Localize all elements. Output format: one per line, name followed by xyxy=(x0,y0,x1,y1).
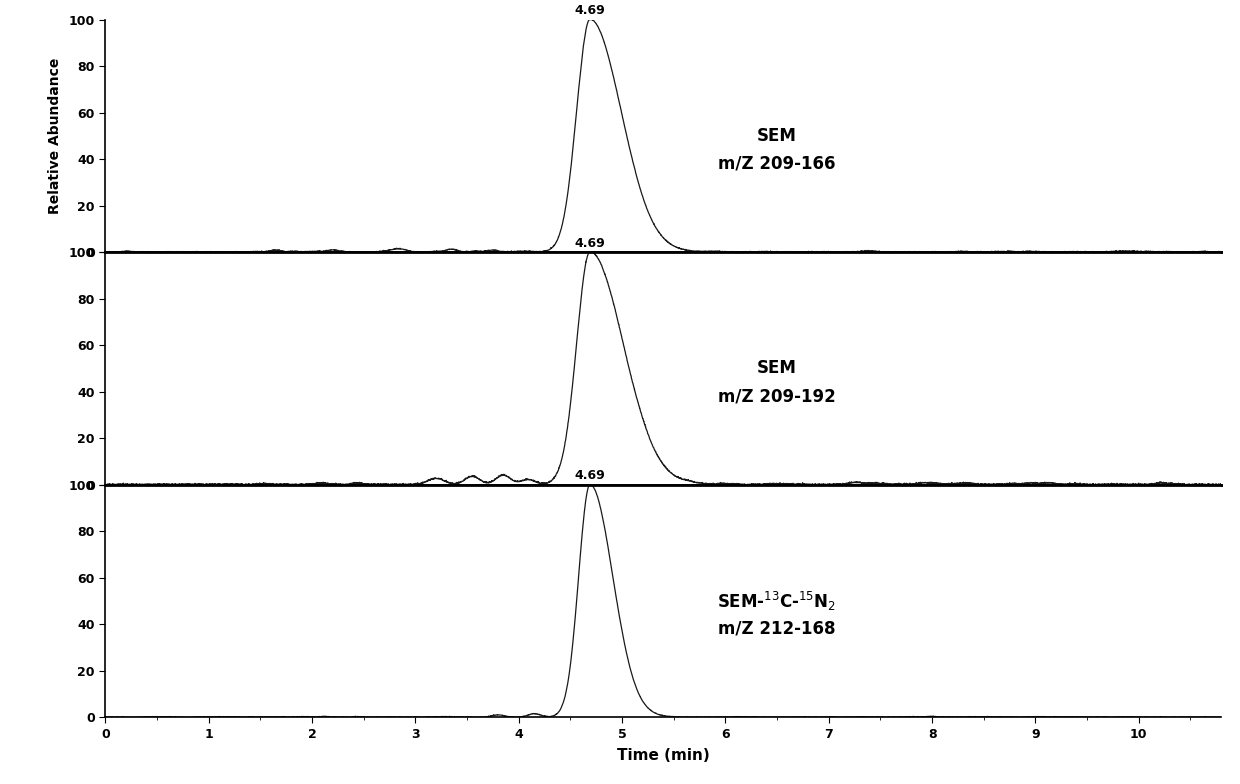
Y-axis label: Relative Abundance: Relative Abundance xyxy=(48,58,62,214)
Text: SEM: SEM xyxy=(758,360,797,377)
Text: SEM-$^{13}$C-$^{15}$N$_2$: SEM-$^{13}$C-$^{15}$N$_2$ xyxy=(718,590,837,612)
Text: 4.69: 4.69 xyxy=(574,470,605,482)
Text: m/Z 212-168: m/Z 212-168 xyxy=(718,620,836,638)
Text: SEM: SEM xyxy=(758,127,797,145)
Text: 4.69: 4.69 xyxy=(574,237,605,250)
Text: m/Z 209-166: m/Z 209-166 xyxy=(718,154,836,172)
X-axis label: Time (min): Time (min) xyxy=(618,748,709,763)
Text: 4.69: 4.69 xyxy=(574,4,605,17)
Text: m/Z 209-192: m/Z 209-192 xyxy=(718,387,836,405)
